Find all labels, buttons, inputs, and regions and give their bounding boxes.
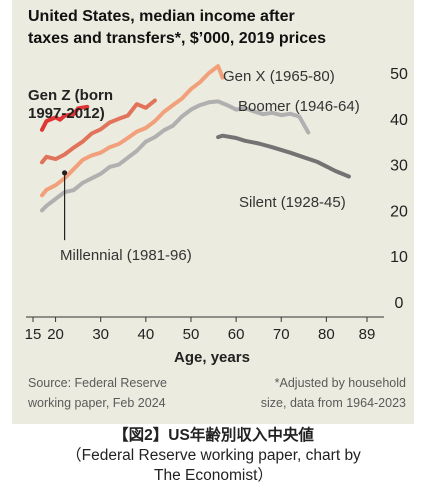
chart-plot: 15 20 30 40 50 60 70 80 89 Age, years 0 10 20 30 40 50 G… bbox=[25, 64, 408, 366]
x-tick-label: 89 bbox=[359, 326, 376, 343]
figure-caption: 【図2】US年齢別収入中央値 （Federal Reserve working … bbox=[0, 426, 427, 486]
series-line-gen-x-1965-80 bbox=[40, 98, 157, 165]
x-tick-label: 80 bbox=[318, 326, 335, 343]
series-label-genx: Gen X (1965-80) bbox=[223, 68, 335, 85]
x-axis-label: Age, years bbox=[174, 349, 250, 366]
series-label-genz-line: Gen Z (born bbox=[28, 87, 113, 104]
chart-panel: United States, median income after taxes… bbox=[12, 0, 414, 424]
caption-source-line-2: The Economist） bbox=[154, 467, 273, 484]
source-note: Source: Federal Reserve working paper, F… bbox=[28, 373, 167, 413]
adjustment-note: *Adjusted by household size, data from 1… bbox=[261, 373, 406, 413]
series-line-gen-z-born-1997-2012 bbox=[40, 104, 90, 132]
x-tick-label: 20 bbox=[47, 326, 64, 343]
y-tick-label: 0 bbox=[395, 295, 404, 312]
caption-title: 【図2】US年齢別収入中央値 bbox=[113, 427, 314, 444]
series-label-genz: Gen Z (born 1997-2012) bbox=[28, 87, 113, 122]
y-tick-label: 30 bbox=[390, 158, 408, 175]
millennial-leader-dot bbox=[61, 170, 68, 176]
x-tick-label: 70 bbox=[273, 326, 290, 343]
caption-source-line-1: （Federal Reserve working paper, chart by bbox=[66, 447, 361, 464]
note-line-1: *Adjusted by household bbox=[274, 376, 406, 390]
series-line-boomer-1946-64 bbox=[40, 64, 225, 198]
series-label-silent: Silent (1928-45) bbox=[239, 194, 346, 211]
series-label-boomer: Boomer (1946-64) bbox=[238, 98, 360, 115]
series-label-millennial: Millennial (1981-96) bbox=[60, 247, 192, 264]
series-label-genz-line: 1997-2012) bbox=[28, 105, 105, 122]
series-line-silent-1928-45 bbox=[216, 133, 351, 179]
y-tick-label: 10 bbox=[390, 249, 408, 266]
x-tick-label: 50 bbox=[183, 326, 200, 343]
series-line-millennial-1981-96 bbox=[40, 99, 311, 213]
y-tick-label: 50 bbox=[390, 66, 408, 83]
x-tick-label: 60 bbox=[228, 326, 245, 343]
source-line-2: working paper, Feb 2024 bbox=[28, 396, 166, 410]
y-tick-label: 20 bbox=[390, 203, 408, 220]
source-line-1: Source: Federal Reserve bbox=[28, 376, 167, 390]
y-tick-label: 40 bbox=[390, 112, 408, 129]
x-tick-label: 40 bbox=[137, 326, 154, 343]
x-tick-label: 30 bbox=[92, 326, 109, 343]
x-tick-label: 15 bbox=[25, 326, 42, 343]
caption-source: （Federal Reserve working paper, chart by… bbox=[0, 446, 427, 486]
note-line-2: size, data from 1964-2023 bbox=[260, 396, 406, 410]
chart-title-line-1: United States, median income after bbox=[28, 8, 295, 25]
chart-title-line-2: taxes and transfers*, $’000, 2019 prices bbox=[28, 30, 326, 47]
